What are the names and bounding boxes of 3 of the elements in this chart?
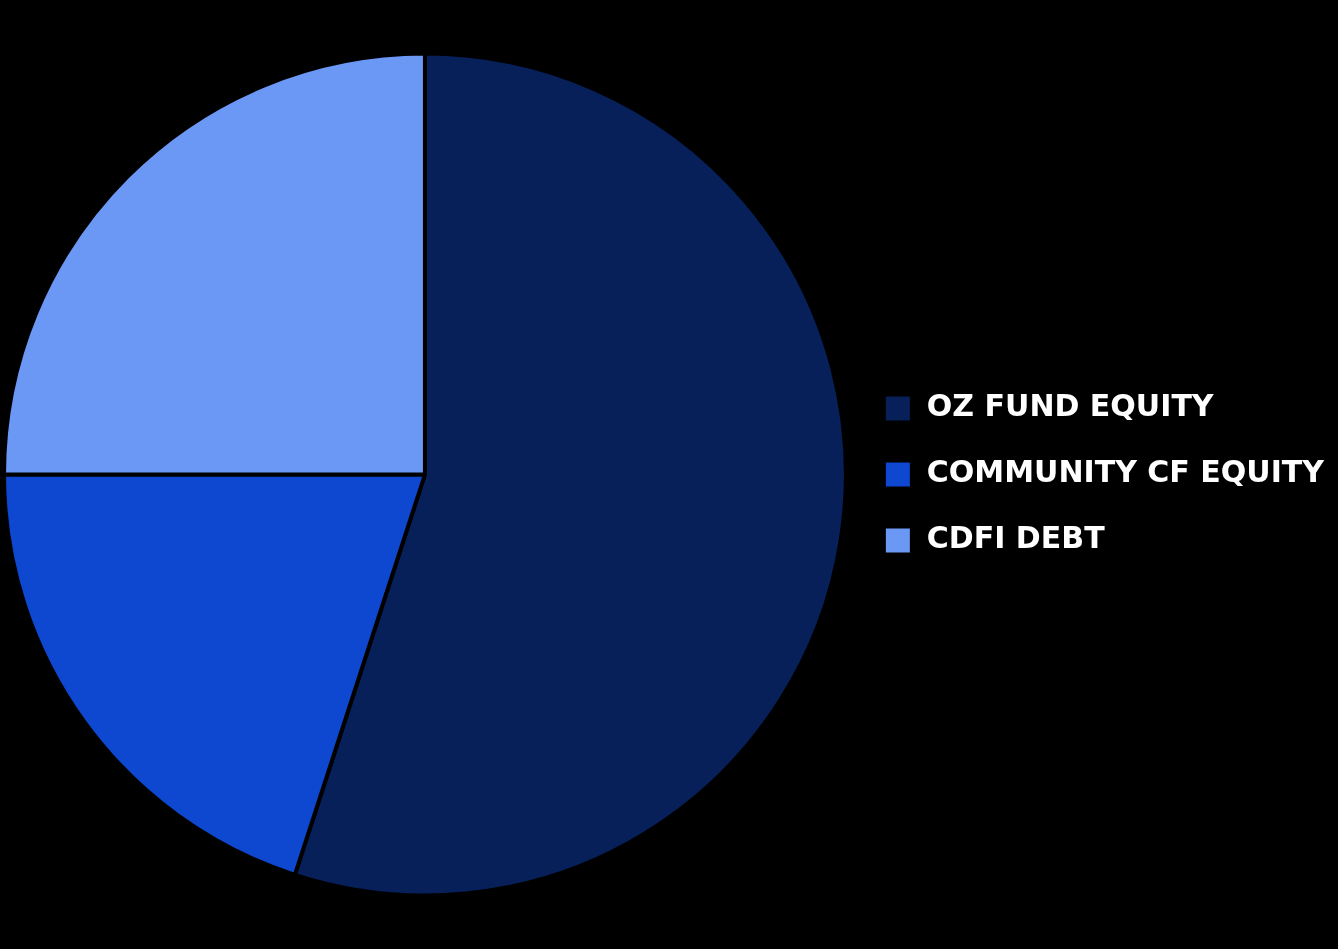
legend-label: CDFI DEBT: [926, 520, 1106, 556]
legend-label: OZ FUND EQUITY: [926, 388, 1215, 424]
legend-label: COMMUNITY CF EQUITY: [926, 454, 1326, 490]
